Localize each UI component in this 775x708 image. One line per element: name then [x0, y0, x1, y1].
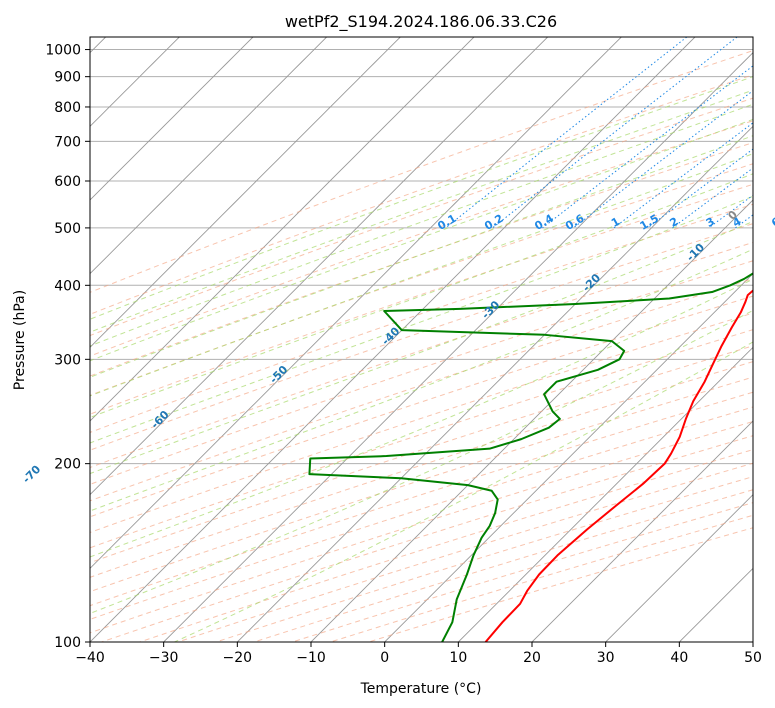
- moist-adiabat-line: [90, 118, 753, 362]
- mixing-ratio-label: 0.4: [532, 212, 556, 233]
- dry-adiabat-line: [90, 203, 753, 433]
- isotherm-line: [90, 37, 254, 201]
- y-axis-label: Pressure (hPa): [12, 290, 28, 390]
- isotherm-line: [90, 37, 180, 127]
- moist-adiabat-line: [90, 153, 753, 397]
- isotherm-line: [90, 37, 401, 348]
- reference-labels: 0.10.20.40.611.52346810131620253036-100-…: [20, 208, 775, 486]
- y-tick-label: 600: [54, 174, 81, 190]
- isotherm-line: [531, 420, 753, 642]
- isotherm-line: [310, 199, 753, 642]
- theta-w-label: -70: [20, 463, 43, 486]
- isotherm-line: [458, 346, 753, 642]
- x-tick-label: 20: [523, 650, 541, 666]
- y-tick-label: 400: [54, 278, 81, 294]
- mixing-ratio-line: [734, 214, 753, 229]
- mixing-ratio-line: [613, 122, 753, 229]
- isotherm-line: [752, 641, 753, 642]
- dewpoint-profile-line: [308, 272, 753, 642]
- moist-adiabat-line: [90, 195, 753, 444]
- isotherm-line: [90, 37, 548, 496]
- mixing-ratio-line: [672, 167, 753, 229]
- isotherm-line: [90, 37, 475, 422]
- isotherm-line: [605, 494, 753, 642]
- mixing-ratio-label: 0.1: [435, 212, 458, 233]
- isotherm-line: [237, 125, 753, 642]
- isotherm-line: [384, 273, 753, 642]
- y-tick-label: 100: [54, 635, 81, 651]
- moist-adiabat-line: [90, 309, 753, 614]
- dry-adiabat-line: [90, 163, 753, 396]
- dry-adiabat-line: [101, 435, 753, 642]
- x-tick-label: 10: [449, 650, 467, 666]
- grid-layer: [90, 49, 753, 642]
- temperature-profile-line: [484, 289, 753, 642]
- isotherm-line: [679, 567, 753, 642]
- dry-adiabat-line: [90, 142, 753, 377]
- dry-adiabat-line: [368, 527, 753, 642]
- dry-adiabat-line: [90, 74, 753, 315]
- chart-title: wetPf2_S194.2024.186.06.33.C26: [285, 12, 557, 32]
- x-tick-label: −10: [296, 650, 326, 666]
- y-tick-label: 1000: [45, 43, 81, 59]
- y-tick-label: 700: [54, 134, 81, 150]
- x-tick-label: −20: [223, 650, 253, 666]
- mixing-ratio-line: [708, 194, 753, 229]
- dry-adiabat-line: [90, 391, 753, 607]
- mixing-ratio-label: 1.5: [638, 212, 661, 233]
- dry-adiabat-line: [330, 514, 753, 642]
- moist-adiabat-line: [90, 76, 753, 320]
- x-tick-label: 30: [597, 650, 615, 666]
- mixing-ratio-line: [492, 37, 738, 229]
- mixing-ratio-label: 0.6: [563, 212, 587, 233]
- plot-frame: [89, 36, 754, 643]
- isotherm-line: [90, 37, 327, 275]
- x-tick-label: 40: [670, 650, 688, 666]
- moist-adiabat-line: [90, 220, 753, 475]
- mixing-ratio-line: [572, 90, 753, 229]
- reference-lines: [90, 37, 753, 642]
- dry-adiabat-line: [90, 241, 753, 469]
- dry-adiabat-line: [90, 345, 753, 564]
- isotherm-line: [163, 52, 753, 642]
- x-axis-label: Temperature (°C): [360, 681, 482, 697]
- theta-w-label: -30: [479, 298, 502, 321]
- moist-adiabat-line: [90, 89, 753, 333]
- y-tick-label: 500: [54, 221, 81, 237]
- x-tick-label: −40: [75, 650, 105, 666]
- dry-adiabat-line: [90, 376, 753, 593]
- theta-w-label: -50: [267, 363, 290, 386]
- dry-adiabat-line: [90, 183, 753, 415]
- series-layer: [308, 272, 753, 642]
- y-tick-label: 300: [54, 352, 81, 368]
- y-tick-label: 900: [54, 70, 81, 86]
- mixing-ratio-line: [542, 65, 753, 229]
- y-tick-label: 800: [54, 100, 81, 116]
- x-tick-label: −30: [149, 650, 179, 666]
- mixing-ratio-label: 6: [769, 215, 775, 230]
- dry-adiabat-line: [90, 97, 753, 337]
- x-axis: −40 −30 −20 −10 0 10 20 30 40 50: [75, 642, 762, 666]
- dry-adiabat-line: [90, 260, 753, 485]
- dry-adiabat-line: [90, 329, 753, 549]
- y-axis: 1000 900 800 700 600 500 400 300 200 100: [45, 43, 90, 651]
- dry-adiabat-line: [292, 502, 753, 642]
- dry-adiabat-line: [215, 476, 753, 642]
- y-tick-label: 200: [54, 457, 81, 473]
- moist-adiabat-line: [90, 278, 753, 558]
- dry-adiabat-line: [90, 295, 753, 518]
- x-tick-label: 50: [744, 650, 762, 666]
- x-tick-label: 0: [380, 650, 389, 666]
- dry-adiabat-line: [90, 50, 753, 293]
